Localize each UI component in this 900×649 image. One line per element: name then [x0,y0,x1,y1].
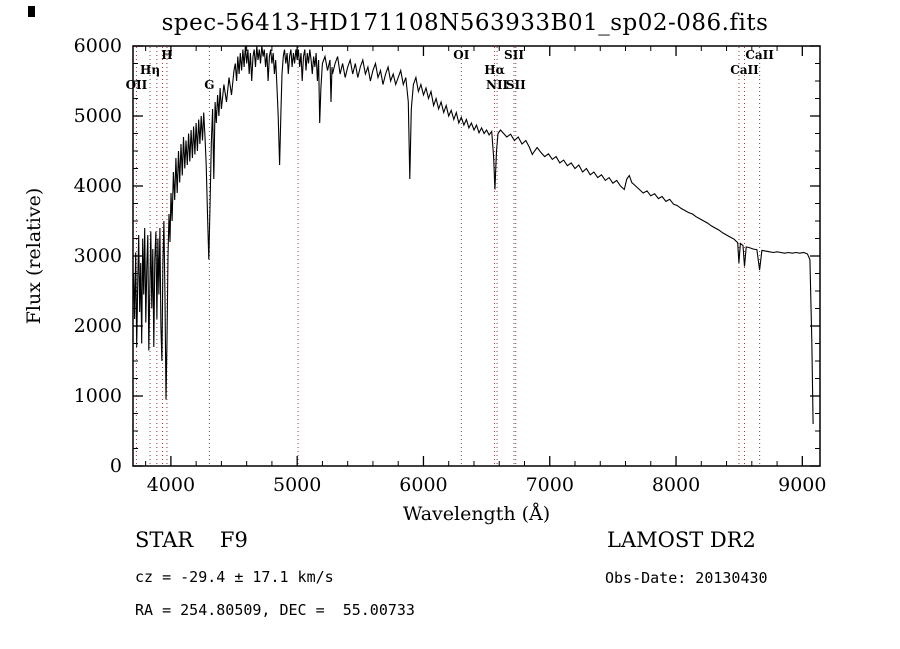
y-axis-label: Flux (relative) [23,188,45,325]
marker-label-Hη: Hη [140,63,160,77]
y-tick-label: 1000 [74,385,122,407]
x-tick-label: 7000 [526,474,574,496]
x-tick-label: 8000 [652,474,700,496]
y-tick-label: 5000 [74,105,122,127]
x-tick-label: 4000 [147,474,195,496]
y-tick-label: 3000 [74,245,122,267]
marker-label-SII: SII [506,78,526,92]
y-tick-label: 2000 [74,315,122,337]
spectrum-plot-svg: 4000 5000 6000 7000 8000 9000 0 1000 2000 3000 400… [23,35,826,525]
marker-label-H: H [161,48,172,62]
marker-label-Hα: Hα [484,63,505,77]
marker-label-CaII: CaII [745,48,774,62]
survey-release: LAMOST DR2 [607,528,756,552]
marker-label-G: G [204,78,214,92]
marker-label-SII: SII [504,48,524,62]
y-tick-label: 4000 [74,175,122,197]
ra-dec: RA = 254.80509, DEC = 55.00733 [135,601,415,619]
marker-label-NII: NII [486,78,509,92]
x-tick-label: 5000 [273,474,321,496]
x-tick-label: 6000 [399,474,447,496]
object-class: STAR F9 [135,528,248,552]
plot-title: spec-56413-HD171108N563933B01_sp02-086.f… [161,10,769,36]
cz-velocity: cz = -29.4 ± 17.1 km/s [135,568,334,586]
y-tick-label: 6000 [74,35,122,57]
marker-label-OI: OI [453,48,469,62]
marker-label-OII: OII [126,78,148,92]
spectrum-line [133,45,814,425]
x-axis-label: Wavelength (Å) [403,503,550,525]
x-tick-label: 9000 [778,474,826,496]
marker-label-CaII: CaII [730,63,759,77]
window-artifact [28,6,35,17]
y-tick-label: 0 [110,455,122,477]
axes-box [132,45,821,467]
obs-date: Obs-Date: 20130430 [605,569,768,587]
